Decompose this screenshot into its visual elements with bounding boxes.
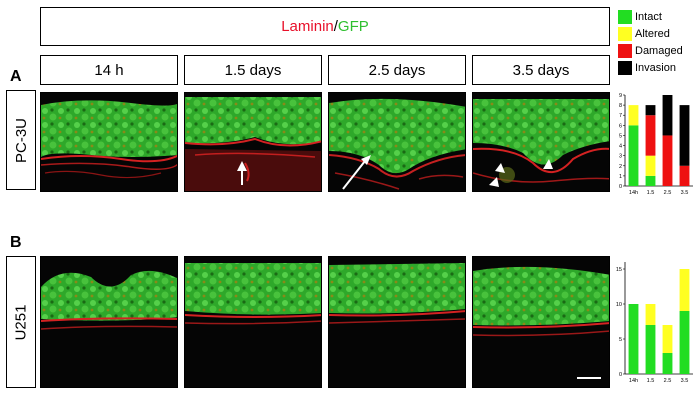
legend-item-invasion: Invasion [618, 59, 683, 76]
y-tick-label: 5 [619, 337, 622, 343]
scale-bar [577, 377, 601, 379]
timepoint-header-1: 14 h [40, 55, 178, 85]
y-tick-label: 3 [619, 154, 622, 160]
micrograph-b-2-5d [328, 256, 466, 388]
stacked-bar-chart-pc3u: 0 1 2 3 4 5 6 7 8 9 14h 1.5 2.5 3.5 [619, 93, 693, 196]
micrograph-b-14h [40, 256, 178, 388]
legend-swatch-damaged [618, 43, 632, 58]
micrograph-a-1-5d [184, 92, 322, 192]
title-stain-gfp: GFP [337, 18, 369, 35]
legend-item-intact: Intact [618, 8, 683, 25]
y-tick-label: 5 [619, 133, 622, 139]
bar-segment-invasion-3-5 [679, 105, 690, 166]
legend-item-damaged: Damaged [618, 42, 683, 59]
legend: Intact Altered Damaged Invasion [618, 8, 683, 76]
bar-segment-intact-14h [628, 125, 639, 186]
y-tick-label: 8 [619, 103, 622, 109]
x-tick-label: 3.5 [681, 378, 689, 384]
bar-segment-damaged-1-5 [645, 115, 656, 156]
micrograph-a-14h [40, 92, 178, 192]
bar-segment-altered-14h [628, 105, 639, 126]
timepoint-header-2: 1.5 days [184, 55, 322, 85]
micrograph-b-3-5d [472, 256, 610, 388]
figure-title: Laminin / GFP [40, 7, 610, 46]
row-label-u251: U251 [6, 256, 36, 388]
bar-segment-intact-3-5 [679, 311, 690, 374]
legend-swatch-invasion [618, 60, 632, 75]
micrograph-a-3-5d [472, 92, 610, 192]
y-tick-label: 10 [616, 302, 622, 308]
x-tick-label: 1.5 [647, 378, 655, 384]
y-tick-label: 0 [619, 372, 622, 378]
y-tick-label: 4 [619, 144, 622, 150]
bar-segment-altered-3-5 [679, 269, 690, 311]
y-tick-label: 7 [619, 113, 622, 119]
bar-segment-damaged-2-5 [662, 135, 673, 186]
bar-segment-invasion-2-5 [662, 95, 673, 136]
x-tick-label: 2.5 [664, 190, 672, 196]
x-tick-label: 14h [629, 378, 638, 384]
stacked-bar-chart-u251: 0 5 10 15 14h 1.5 2.5 3.5 [616, 262, 693, 384]
bar-segment-intact-1-5 [645, 175, 656, 186]
y-tick-label: 15 [616, 267, 622, 273]
legend-item-altered: Altered [618, 25, 683, 42]
title-separator: / [333, 18, 338, 35]
title-stain-laminin: Laminin [281, 18, 334, 35]
legend-swatch-intact [618, 9, 632, 24]
bar-segment-altered-1-5 [645, 304, 656, 325]
panel-letter-a: A [10, 68, 22, 85]
y-tick-label: 9 [619, 93, 622, 99]
bar-segment-intact-14h [628, 304, 639, 374]
timepoint-header-4: 3.5 days [472, 55, 610, 85]
x-tick-label: 2.5 [664, 378, 672, 384]
row-label-pc3u: PC-3U [6, 90, 36, 190]
x-tick-label: 1.5 [647, 190, 655, 196]
bar-segment-altered-1-5 [645, 155, 656, 176]
x-tick-label: 3.5 [681, 190, 689, 196]
legend-swatch-altered [618, 26, 632, 41]
bar-segment-invasion-1-5 [645, 105, 656, 116]
y-tick-label: 1 [619, 174, 622, 180]
y-tick-label: 0 [619, 184, 622, 190]
y-tick-label: 2 [619, 164, 622, 170]
timepoint-header-3: 2.5 days [328, 55, 466, 85]
y-tick-label: 6 [619, 123, 622, 129]
micrograph-a-2-5d [328, 92, 466, 192]
x-tick-label: 14h [629, 190, 638, 196]
panel-letter-b: B [10, 234, 22, 251]
bar-segment-intact-2-5 [662, 353, 673, 374]
bar-segment-damaged-3-5 [679, 165, 690, 186]
bar-segment-intact-1-5 [645, 325, 656, 374]
micrograph-b-1-5d [184, 256, 322, 388]
bar-segment-altered-2-5 [662, 325, 673, 353]
